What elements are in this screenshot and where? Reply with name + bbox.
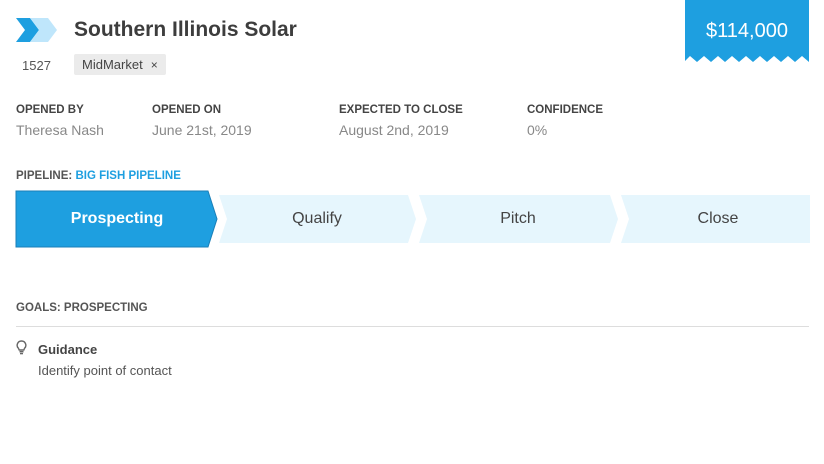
tag-label: MidMarket xyxy=(82,57,143,72)
opened-on-value: June 21st, 2019 xyxy=(152,122,252,138)
chevron-logo-icon xyxy=(16,18,57,42)
pipeline-header: PIPELINE: BIG FISH PIPELINE xyxy=(16,170,181,182)
guidance-text: Identify point of contact xyxy=(38,363,172,378)
stage-qualify[interactable]: Qualify xyxy=(292,210,342,227)
tag-remove-button[interactable]: × xyxy=(150,58,158,72)
stage-shape-pitch[interactable] xyxy=(419,195,618,243)
deal-title: Southern Illinois Solar xyxy=(74,18,297,41)
stage-close[interactable]: Close xyxy=(697,210,739,227)
stage-prospecting[interactable]: Prospecting xyxy=(70,210,164,227)
opened-by-label: OPENED BY xyxy=(16,104,84,116)
stage-shape-close[interactable] xyxy=(621,195,810,243)
stage-pitch[interactable]: Pitch xyxy=(500,210,536,227)
goals-heading: GOALS: PROSPECTING xyxy=(16,302,148,314)
segment-tag: MidMarket × xyxy=(74,54,166,75)
confidence-value: 0% xyxy=(527,122,548,138)
divider xyxy=(16,326,809,327)
guidance-title: Guidance xyxy=(38,342,98,357)
opened-by-value: Theresa Nash xyxy=(16,122,104,138)
deal-id: 1527 xyxy=(22,58,51,73)
pipeline-label: PIPELINE: xyxy=(16,170,73,182)
expected-close-label: EXPECTED TO CLOSE xyxy=(339,104,463,116)
banner-zigzag-edge xyxy=(685,55,809,62)
deal-amount-banner: $114,000 xyxy=(685,0,809,56)
expected-close-value: August 2nd, 2019 xyxy=(339,122,449,138)
pipeline-name[interactable]: BIG FISH PIPELINE xyxy=(75,170,181,182)
confidence-label: CONFIDENCE xyxy=(527,104,604,116)
lightbulb-icon xyxy=(16,340,27,355)
pipeline-stages xyxy=(15,190,810,248)
stage-shape-qualify[interactable] xyxy=(219,195,416,243)
opened-on-label: OPENED ON xyxy=(152,104,222,116)
stage-shape-prospecting[interactable] xyxy=(15,190,218,248)
